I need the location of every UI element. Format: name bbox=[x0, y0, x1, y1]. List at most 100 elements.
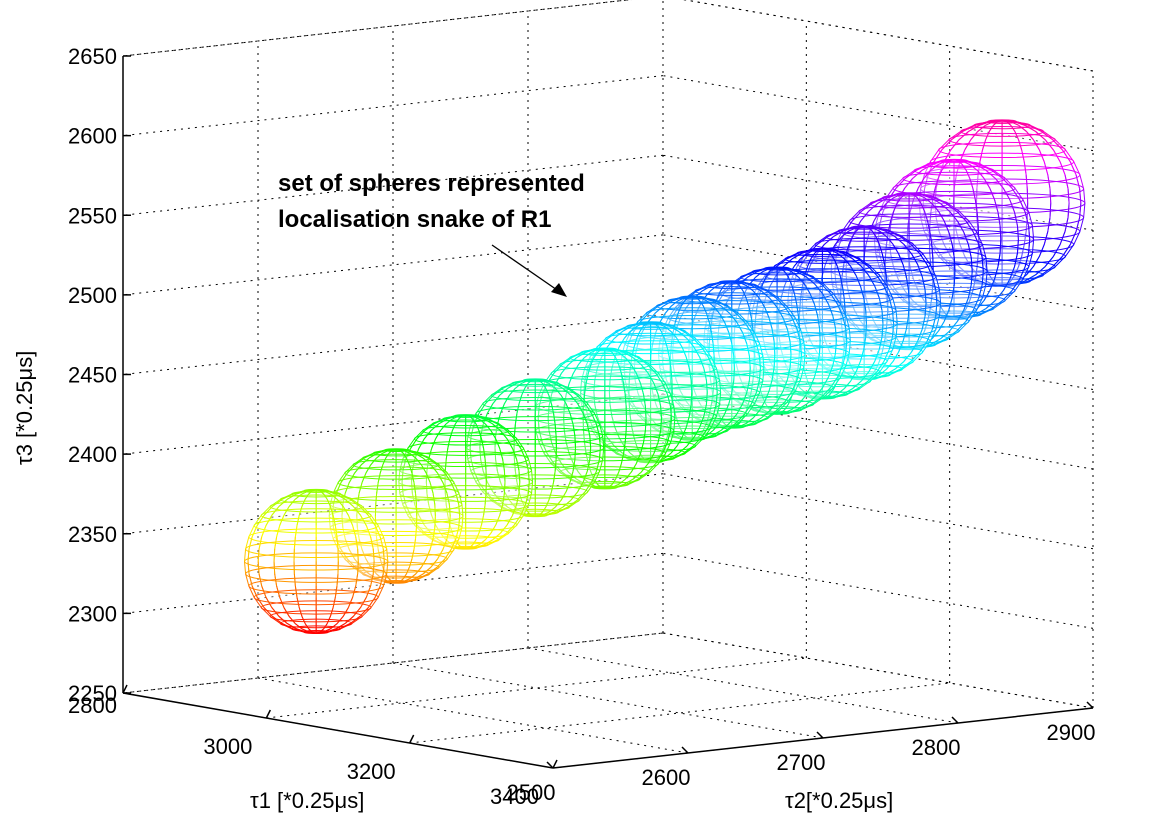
sphere-meridian bbox=[884, 328, 887, 342]
sphere-meridian bbox=[631, 322, 641, 327]
sphere-meridian bbox=[769, 298, 778, 308]
sphere-meridian bbox=[832, 377, 841, 389]
sphere-meridian bbox=[957, 160, 963, 165]
sphere-meridian bbox=[444, 458, 447, 471]
sphere-meridian bbox=[983, 178, 991, 189]
sphere-meridian bbox=[514, 413, 518, 425]
sphere-meridian bbox=[909, 199, 914, 213]
sphere-meridian bbox=[550, 481, 555, 492]
sphere-meridian bbox=[589, 427, 598, 438]
sphere-meridian bbox=[1030, 124, 1044, 132]
sphere-meridian bbox=[1013, 280, 1026, 286]
sphere-meridian bbox=[972, 297, 980, 311]
sphere-meridian bbox=[677, 297, 686, 302]
sphere-meridian bbox=[535, 514, 547, 517]
sphere-meridian bbox=[431, 438, 437, 449]
sphere-meridian bbox=[448, 504, 451, 517]
sphere-meridian bbox=[789, 341, 792, 355]
sphere-meridian bbox=[688, 296, 693, 299]
sphere-meridian bbox=[829, 249, 838, 254]
sphere-meridian bbox=[801, 302, 804, 317]
sphere-meridian bbox=[698, 401, 705, 411]
sphere-meridian bbox=[520, 504, 526, 516]
sphere-meridian bbox=[581, 368, 586, 381]
sphere-meridian bbox=[784, 307, 793, 319]
sphere-meridian bbox=[829, 388, 835, 395]
sphere-meridian bbox=[935, 276, 940, 290]
sphere-meridian bbox=[516, 493, 520, 505]
sphere-meridian bbox=[759, 284, 764, 294]
sphere-meridian bbox=[1041, 131, 1054, 141]
sphere-meridian bbox=[495, 515, 501, 526]
sphere-meridian bbox=[707, 416, 714, 428]
sphere-meridian bbox=[892, 351, 900, 362]
sphere-meridian bbox=[674, 313, 679, 323]
sphere-meridian bbox=[746, 403, 755, 415]
sphere-meridian bbox=[938, 321, 945, 332]
sphere-meridian bbox=[637, 332, 643, 344]
sphere-meridian bbox=[710, 392, 714, 405]
sphere-meridian bbox=[623, 352, 634, 359]
sphere-meridian bbox=[1043, 231, 1049, 245]
sphere-meridian bbox=[988, 274, 994, 282]
sphere-meridian bbox=[647, 364, 657, 374]
sphere-meridian bbox=[472, 418, 477, 425]
sphere-meridian bbox=[752, 367, 755, 380]
sphere-meridian bbox=[1032, 139, 1040, 151]
sphere-meridian bbox=[1049, 188, 1052, 204]
sphere-meridian bbox=[1014, 278, 1024, 291]
sphere-meridian bbox=[937, 160, 947, 166]
sphere-meridian bbox=[890, 211, 895, 222]
sphere-meridian bbox=[911, 253, 919, 265]
sphere-meridian bbox=[930, 197, 941, 205]
sphere bbox=[328, 448, 464, 584]
sphere-meridian bbox=[834, 236, 843, 245]
sphere bbox=[466, 378, 605, 518]
sphere-meridian bbox=[388, 449, 393, 454]
sphere-meridian bbox=[1010, 274, 1016, 282]
sphere-meridian bbox=[379, 464, 384, 474]
sphere-meridian bbox=[771, 367, 775, 380]
sphere-meridian bbox=[445, 504, 449, 516]
sphere-meridian bbox=[817, 236, 829, 245]
sphere-meridian bbox=[921, 276, 926, 290]
sphere-meridian bbox=[570, 491, 579, 501]
y-tick bbox=[681, 746, 689, 754]
sphere-meridian bbox=[994, 199, 999, 213]
sphere-meridian bbox=[521, 379, 529, 384]
sphere-meridian bbox=[748, 307, 752, 318]
sphere-meridian bbox=[832, 315, 836, 329]
sphere-meridian bbox=[1069, 161, 1077, 176]
sphere-meridian bbox=[791, 379, 798, 392]
sphere-meridian bbox=[796, 367, 801, 380]
sphere-meridian bbox=[787, 268, 798, 273]
sphere-meridian bbox=[659, 313, 666, 323]
sphere-meridian bbox=[961, 160, 971, 166]
sphere-meridian bbox=[972, 231, 980, 245]
sphere-meridian bbox=[585, 453, 589, 464]
sphere-meridian bbox=[975, 121, 989, 126]
sphere-meridian bbox=[879, 360, 888, 373]
sphere-meridian bbox=[735, 413, 745, 424]
sphere-meridian bbox=[479, 447, 482, 460]
sphere-meridian bbox=[440, 532, 447, 541]
sphere-meridian bbox=[553, 382, 564, 389]
sphere-meridian bbox=[572, 459, 576, 472]
sphere-meridian bbox=[746, 343, 750, 356]
sphere-meridian bbox=[604, 486, 617, 489]
sphere-meridian bbox=[938, 302, 942, 317]
sphere-meridian bbox=[340, 472, 348, 483]
sphere-meridian bbox=[446, 549, 455, 560]
sphere-meridian bbox=[520, 448, 526, 460]
sphere-meridian bbox=[600, 347, 605, 350]
sphere-meridian bbox=[977, 170, 985, 179]
sphere-meridian bbox=[1052, 139, 1063, 151]
sphere-meridian bbox=[1002, 119, 1016, 123]
sphere-meridian bbox=[802, 316, 807, 330]
sphere-meridian bbox=[988, 125, 994, 132]
sphere-meridian bbox=[377, 472, 381, 483]
sphere-meridian bbox=[758, 355, 761, 369]
sphere-meridian bbox=[623, 368, 626, 381]
sphere-meridian bbox=[796, 329, 801, 342]
sphere-meridian bbox=[625, 471, 632, 480]
